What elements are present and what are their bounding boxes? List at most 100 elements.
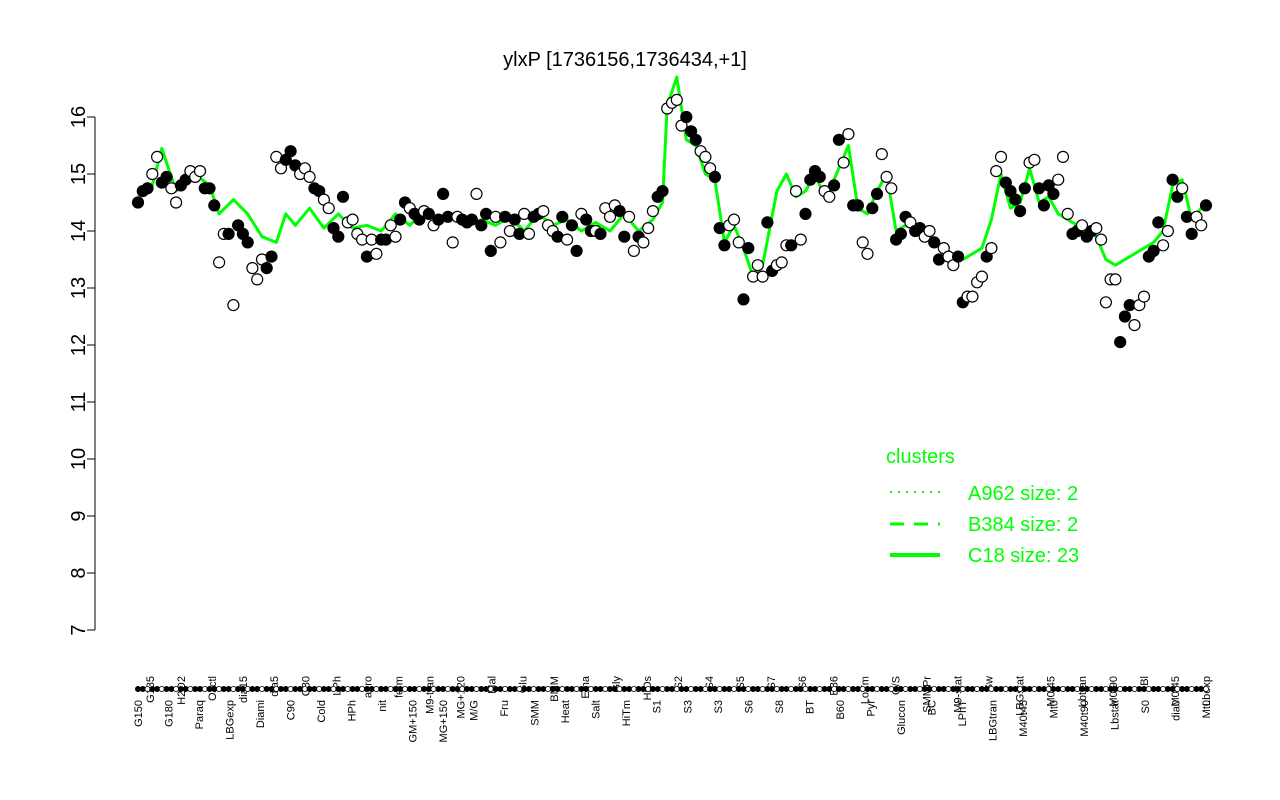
y-tick-label: 8 <box>68 567 90 578</box>
data-point <box>260 262 273 275</box>
data-point <box>789 185 803 198</box>
y-tick-label: 7 <box>68 624 90 635</box>
x-tick-label-upper: Bl <box>1139 676 1151 686</box>
x-tick-label-lower: Mt0 <box>1048 700 1060 718</box>
data-point <box>861 247 874 260</box>
data-point <box>613 205 626 218</box>
y-tick-label: 16 <box>68 106 90 128</box>
data-point <box>193 165 207 178</box>
data-point <box>446 236 459 249</box>
x-tick-label-lower: HiTm <box>621 700 633 726</box>
data-point <box>627 244 641 257</box>
axis-strip-marker <box>1203 686 1210 693</box>
data-point <box>141 182 154 195</box>
x-tick-label-lower: M/G <box>469 700 481 721</box>
x-tick-label-lower: Diami <box>255 700 267 728</box>
x-tick-label-lower: B60 <box>835 700 847 720</box>
data-point <box>1185 227 1198 240</box>
x-tick-label-lower: S6 <box>743 700 755 713</box>
data-point <box>1018 182 1031 195</box>
x-tick-label-lower: Cold <box>316 700 328 723</box>
data-point <box>775 256 788 269</box>
data-point <box>742 242 755 255</box>
legend-entry-c18: C18 size: 23 <box>968 545 1079 567</box>
data-point <box>718 239 731 252</box>
x-tick-label-lower: BT <box>804 700 816 714</box>
data-point <box>384 219 397 232</box>
x-tick-label-lower: HPh <box>347 700 359 721</box>
data-point <box>565 219 579 232</box>
x-tick-label-upper: LBGstat <box>1015 676 1027 716</box>
x-tick-label-lower: S3 <box>682 700 694 713</box>
x-tick-label-lower: SMM <box>530 700 542 726</box>
y-axis: 7 8 9 10 11 12 13 14 15 16 <box>68 106 96 636</box>
x-tick-label-lower: Pyr <box>865 700 877 717</box>
data-point <box>1075 219 1089 232</box>
data-point <box>131 196 145 209</box>
y-tick-label: 12 <box>68 334 90 356</box>
data-point <box>336 190 350 203</box>
data-point <box>213 256 226 269</box>
x-tick-label-upper: MG+120 <box>456 676 468 719</box>
data-point <box>556 210 569 223</box>
data-point <box>470 187 483 200</box>
data-point <box>842 128 855 141</box>
x-tick-label-lower: GM+150 <box>408 700 420 743</box>
data-point <box>1176 182 1189 195</box>
x-tick-label-lower: G150 <box>133 700 145 727</box>
data-point <box>370 247 383 260</box>
x-tick-label-upper: M9-tran <box>425 676 437 714</box>
data-point <box>422 207 435 220</box>
y-tick-label: 14 <box>68 220 90 242</box>
data-point <box>751 259 764 272</box>
data-point <box>241 236 254 249</box>
data-point <box>1137 290 1151 303</box>
data-point <box>303 170 316 183</box>
y-tick-label: 11 <box>68 392 90 413</box>
data-point <box>727 213 741 226</box>
data-point <box>1118 310 1132 323</box>
data-point <box>870 187 884 200</box>
data-point <box>1166 173 1179 186</box>
data-point <box>837 156 850 169</box>
data-point <box>1047 187 1060 200</box>
data-point <box>737 293 750 306</box>
data-point <box>389 230 402 243</box>
x-tick-label-lower: M40t90 <box>1079 700 1091 737</box>
data-point <box>894 227 908 240</box>
data-point <box>951 250 965 263</box>
data-point <box>827 179 841 192</box>
data-point <box>794 233 807 246</box>
data-point <box>594 227 607 240</box>
data-point <box>1161 224 1175 238</box>
data-point <box>1099 296 1113 309</box>
data-point <box>203 182 216 195</box>
data-point <box>265 250 278 263</box>
x-tick-label-upper: SMMPr <box>922 676 934 713</box>
data-point <box>1094 233 1108 246</box>
data-point <box>1090 222 1103 235</box>
data-point <box>322 202 335 215</box>
data-point <box>222 227 235 240</box>
data-point <box>560 233 574 246</box>
y-tick-label: 13 <box>68 277 90 299</box>
data-point <box>823 190 836 203</box>
x-labels-lower: G150 G180 Paraq LBGexp Diami C90 Cold HPh nit GM+… <box>133 700 1213 743</box>
data-point <box>1052 173 1065 186</box>
legend-entry-b384: B384 size: 2 <box>968 514 1078 536</box>
x-tick-label-lower: Heat <box>560 700 572 723</box>
x-tick-label-lower: M40t45 <box>1018 700 1030 737</box>
data-point <box>151 150 164 163</box>
legend-title: clusters <box>886 446 955 468</box>
x-tick-label-lower: G180 <box>164 700 176 727</box>
data-point <box>637 236 650 249</box>
data-point <box>994 150 1008 163</box>
chart-title: ylxP [1736156,1736434,+1] <box>503 49 747 71</box>
data-point <box>603 210 617 223</box>
x-tick-label-lower: S3 <box>713 700 725 713</box>
data-point <box>465 213 478 226</box>
data-point <box>508 213 521 226</box>
data-point <box>1009 193 1022 206</box>
x-tick-label-lower: nit <box>377 700 389 712</box>
